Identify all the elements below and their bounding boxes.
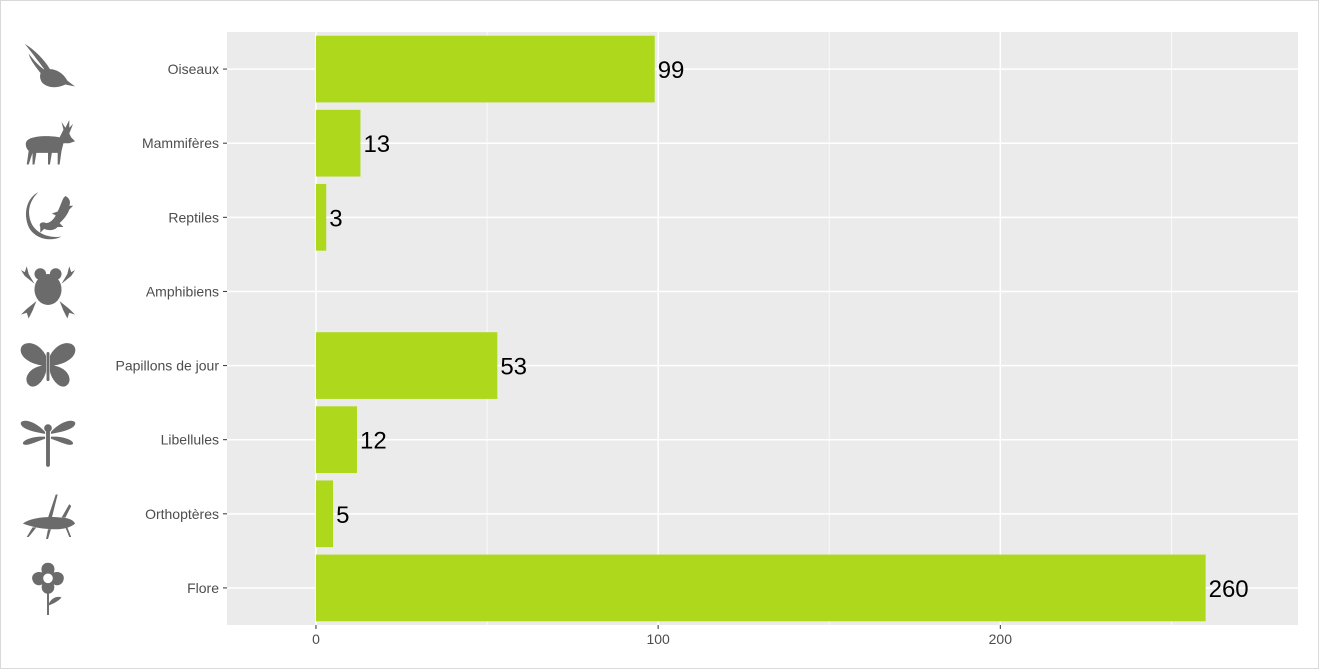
y-tick-label-5: Libellules [161, 432, 219, 448]
deer-icon [25, 119, 76, 165]
y-tick-label-6: Orthoptères [145, 506, 219, 522]
bird-icon [24, 43, 76, 88]
bar-7 [315, 554, 1206, 622]
cricket-icon [22, 494, 76, 539]
y-axis: Oiseaux Mammifères Reptiles Amphibiens Papil… [115, 61, 227, 596]
value-labels: 99 13 3 53 12 5 260 [329, 57, 1248, 603]
value-label-0: 99 [658, 57, 685, 84]
y-tick-label-1: Mammifères [142, 135, 219, 151]
x-tick-label-1: 100 [646, 631, 670, 647]
category-icons [20, 43, 76, 616]
bar-1 [315, 109, 361, 177]
value-label-6: 5 [336, 502, 349, 529]
value-label-7: 260 [1209, 576, 1249, 603]
value-label-1: 13 [363, 131, 390, 158]
flower-icon [32, 562, 64, 616]
value-label-5: 12 [360, 428, 387, 455]
bar-6 [315, 480, 334, 548]
bar-2 [315, 183, 327, 251]
butterfly-icon [20, 343, 76, 387]
x-axis: 0 100 200 [312, 625, 1012, 647]
dragonfly-icon [20, 420, 76, 467]
value-label-4: 53 [500, 354, 527, 381]
bar-5 [315, 406, 358, 474]
y-tick-label-0: Oiseaux [168, 61, 219, 77]
value-label-2: 3 [329, 205, 342, 232]
y-tick-label-2: Reptiles [168, 209, 219, 225]
bar-0 [315, 35, 655, 103]
lizard-icon [26, 192, 74, 240]
bar-4 [315, 332, 498, 399]
x-tick-label-2: 200 [989, 631, 1013, 647]
y-tick-label-7: Flore [187, 580, 219, 596]
y-tick-label-3: Amphibiens [146, 283, 219, 299]
plot-panel [227, 32, 1298, 625]
bars [315, 35, 1206, 622]
x-tick-label-0: 0 [312, 631, 320, 647]
y-tick-label-4: Papillons de jour [115, 358, 219, 374]
frog-icon [20, 266, 76, 319]
